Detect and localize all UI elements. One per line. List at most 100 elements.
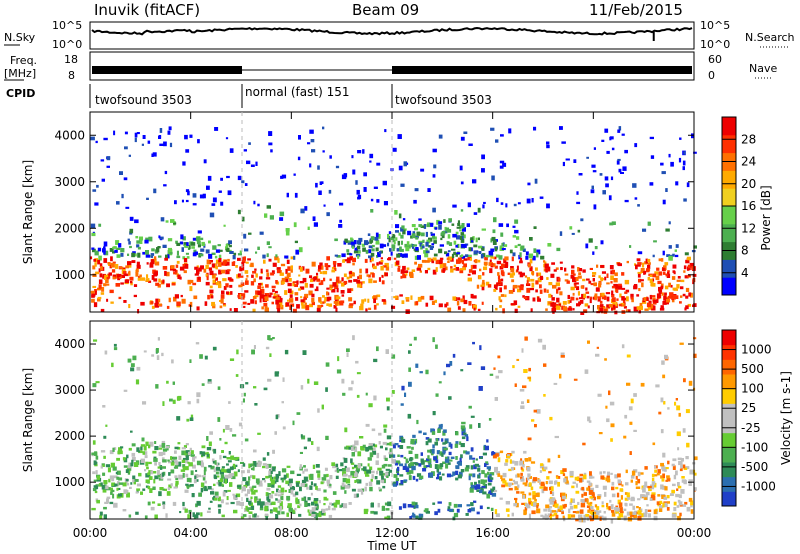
vel-scatter-cell — [278, 494, 282, 497]
vel-scatter-cell — [341, 482, 345, 487]
power-scatter-cell — [103, 241, 108, 247]
vel-scatter-cell — [579, 473, 583, 477]
power-scatter-cell — [158, 303, 162, 306]
power-scatter-cell — [111, 269, 116, 273]
power-scatter-cell — [497, 275, 501, 280]
vel-scatter-cell — [307, 497, 311, 501]
vel-scatter-cell — [418, 513, 422, 518]
vel-scatter-cell — [502, 480, 507, 484]
vel-scatter-cell — [171, 460, 175, 464]
vel-scatter-cell — [221, 466, 225, 469]
vel-scatter-cell — [365, 482, 368, 486]
vel-scatter-cell — [308, 512, 313, 516]
vel-scatter-cell — [615, 486, 619, 490]
vel-scatter-cell — [392, 483, 397, 487]
power-scatter-cell — [451, 248, 456, 251]
power-scatter-cell — [93, 302, 98, 308]
vel-scatter-cell — [201, 445, 206, 449]
power-scatter-cell — [467, 257, 472, 261]
vel-scatter-cell — [405, 458, 408, 464]
vel-scatter-cell — [655, 384, 660, 388]
power-scatter-cell — [155, 298, 159, 304]
vel-scatter-cell — [152, 450, 157, 454]
vel-scatter-cell — [172, 399, 176, 404]
power-yticks-0: 1000 — [54, 268, 85, 282]
vel-scatter-cell — [223, 476, 228, 481]
vel-scatter-cell — [536, 409, 541, 414]
vel-scatter-cell — [402, 465, 407, 470]
vel-scatter-cell — [549, 491, 553, 495]
vel-scatter-cell — [325, 435, 329, 440]
vel-scatter-cell — [280, 487, 285, 493]
vel-scatter-cell — [606, 502, 609, 508]
vel-scatter-cell — [676, 431, 681, 437]
vel-scatter-cell — [162, 401, 165, 406]
power-scatter-cell — [543, 261, 547, 264]
power-scatter-cell — [687, 303, 692, 307]
vel-scatter-cell — [180, 475, 184, 480]
vel-scatter-cell — [248, 511, 253, 514]
vel-scatter-cell — [632, 505, 636, 510]
power-scatter-cell — [593, 147, 596, 150]
vel-scatter-cell — [530, 501, 533, 506]
power-scatter-cell — [127, 253, 130, 256]
vel-scatter-cell — [296, 473, 302, 476]
power-scatter-cell — [215, 249, 221, 253]
power-scatter-cell — [240, 297, 245, 300]
power-scatter-cell — [313, 222, 318, 227]
vel-scatter-cell — [409, 457, 413, 462]
power-scatter-cell — [647, 258, 651, 263]
vel-scatter-cell — [226, 463, 229, 466]
vel-scatter-cell — [650, 494, 655, 499]
vel-scatter-cell — [497, 473, 501, 477]
power-scatter-cell — [537, 296, 540, 302]
vel-scatter-cell — [377, 467, 382, 471]
power-scatter-cell — [665, 188, 668, 192]
power-scatter-cell — [376, 199, 380, 203]
vel-scatter-cell — [554, 480, 558, 484]
vel-scatter-cell — [222, 455, 227, 459]
power-scatter-cell — [677, 276, 681, 279]
vel-scatter-cell — [183, 445, 187, 448]
vel-scatter-cell — [413, 462, 417, 465]
power-scatter-cell — [529, 267, 533, 272]
power-scatter-cell — [384, 272, 388, 277]
vel-scatter-cell — [408, 475, 412, 481]
power-scatter-cell — [96, 184, 99, 188]
vel-scatter-cell — [328, 514, 333, 518]
vel-scatter-cell — [150, 470, 154, 475]
vel-scatter-cell — [194, 474, 199, 479]
vel-scatter-cell — [379, 470, 384, 474]
vel-scatter-cell — [557, 481, 560, 487]
power-scatter-cell — [637, 251, 643, 255]
vel-scatter-cell — [460, 454, 463, 459]
power-scatter-cell — [318, 300, 322, 303]
vel-scatter-cell — [253, 461, 257, 466]
vel-scatter-cell — [236, 485, 241, 488]
power-scatter-cell — [457, 222, 461, 226]
vel-scatter-cell — [253, 449, 257, 453]
power-scatter-cell — [239, 266, 243, 272]
power-scatter-cell — [167, 253, 170, 259]
power-scatter-cell — [220, 201, 224, 206]
power-scatter-cell — [635, 264, 638, 270]
vel-scatter-cell — [302, 350, 307, 355]
power-scatter-cell — [189, 134, 193, 138]
power-scatter-cell — [100, 308, 105, 312]
vel-scatter-cell — [684, 501, 688, 505]
vel-scatter-cell — [154, 462, 157, 466]
power-scatter-cell — [530, 278, 535, 282]
power-scatter-cell — [318, 282, 322, 286]
vel-scatter-cell — [431, 449, 435, 454]
vel-scatter-cell — [221, 450, 224, 453]
power-scatter-cell — [414, 261, 417, 265]
vel-scatter-cell — [275, 478, 279, 483]
power-scatter-cell — [238, 294, 241, 300]
vel-scatter-cell — [304, 468, 308, 472]
vel-scatter-cell — [373, 358, 378, 363]
power-scatter-cell — [241, 261, 245, 267]
vel-scatter-cell — [502, 472, 507, 478]
vel-scatter-cell — [366, 469, 371, 474]
vel-scatter-cell — [688, 481, 692, 486]
vel-scatter-cell — [181, 447, 186, 450]
